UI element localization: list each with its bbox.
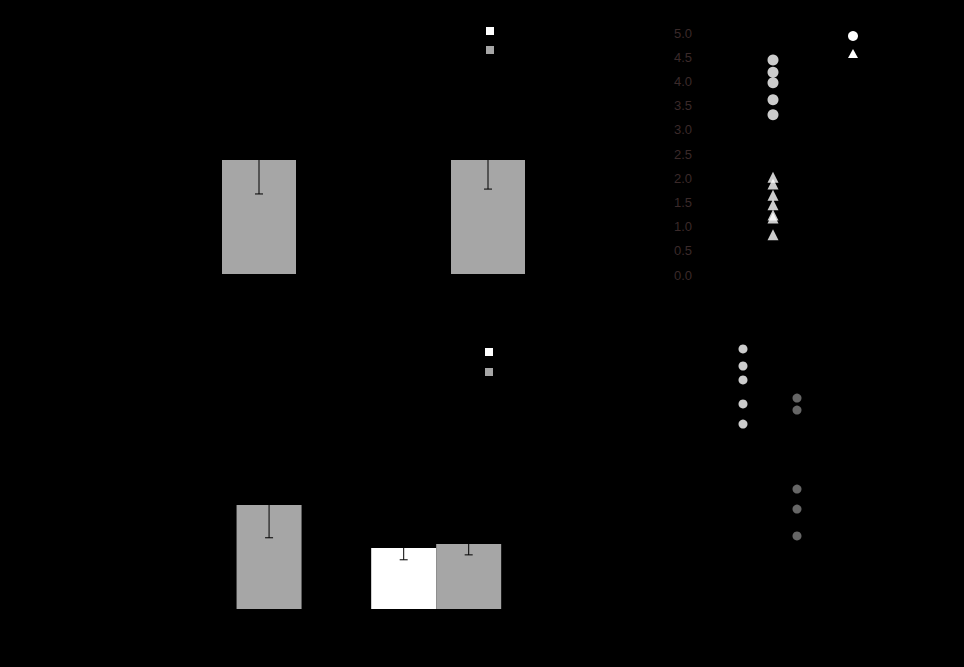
svg-text:4.0: 4.0: [674, 74, 692, 89]
svg-text:3.0: 3.0: [674, 122, 692, 137]
svg-text:2.0: 2.0: [674, 171, 692, 186]
svg-text:1.5: 1.5: [674, 195, 692, 210]
svg-text:0.5: 0.5: [674, 243, 692, 258]
svg-text:2.5: 2.5: [674, 147, 692, 162]
svg-text:5.0: 5.0: [674, 26, 692, 41]
svg-text:1.0: 1.0: [674, 219, 692, 234]
svg-text:3.5: 3.5: [674, 98, 692, 113]
svg-text:4.5: 4.5: [674, 50, 692, 65]
svg-text:0.0: 0.0: [674, 268, 692, 283]
